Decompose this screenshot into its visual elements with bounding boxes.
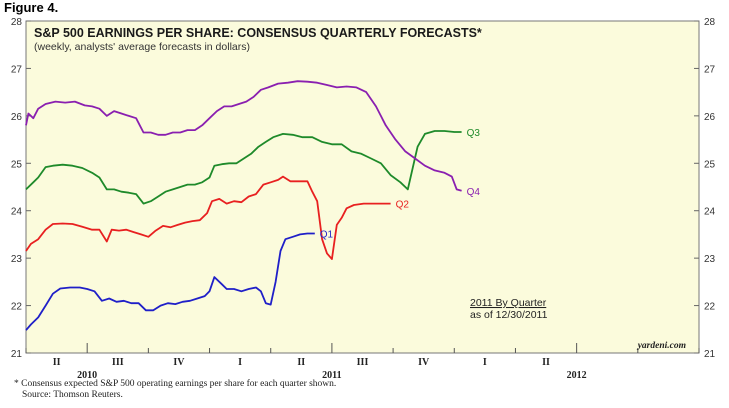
x-quarter-label: III: [112, 357, 124, 368]
annotation-line2: as of 12/30/2011: [470, 309, 548, 321]
y-tick-label-left: 25: [11, 159, 23, 170]
annotation-line1: 2011 By Quarter: [470, 297, 547, 309]
footnote: * Consensus expected S&P 500 operating e…: [14, 379, 336, 401]
y-tick-label-left: 28: [11, 17, 23, 28]
series-line-q2: [25, 175, 391, 260]
y-tick-label-left: 27: [11, 64, 23, 75]
credit-text: yardeni.com: [637, 341, 686, 351]
series-labels: Q1 Q2 Q3 Q4: [320, 128, 481, 240]
y-tick-label-right: 27: [704, 64, 716, 75]
footnote-source: Source: Thomson Reuters.: [22, 390, 123, 400]
y-axis-right: 21 22 23 24 25 26 27 28: [694, 17, 716, 360]
y-tick-label-left: 26: [11, 112, 23, 123]
y-tick-label-right: 28: [704, 17, 716, 28]
series-line-q3: [25, 130, 462, 205]
plot-area: [25, 20, 700, 354]
y-tick-label-right: 24: [704, 207, 716, 218]
y-tick-label-right: 21: [704, 349, 716, 360]
y-tick-label-left: 21: [11, 349, 23, 360]
x-quarter-label: IV: [173, 357, 185, 368]
series-line-q1: [25, 232, 315, 331]
y-tick-label-left: 24: [11, 207, 23, 218]
chart-subtitle: (weekly, analysts' average forecasts in …: [34, 41, 250, 53]
y-tick-label-right: 23: [704, 254, 716, 265]
y-axis-left: 21 22 23 24 25 26 27 28: [11, 17, 31, 360]
x-quarter-label: IV: [418, 357, 430, 368]
series-label-q1: Q1: [320, 229, 334, 240]
y-tick-label-left: 23: [11, 254, 23, 265]
series-label-q3: Q3: [467, 128, 481, 139]
series-line-q4: [25, 80, 462, 192]
x-quarter-label: I: [238, 357, 242, 368]
y-tick-label-right: 26: [704, 112, 716, 123]
figure-label: Figure 4.: [4, 0, 59, 15]
y-tick-label-right: 25: [704, 159, 716, 170]
series-label-q2: Q2: [396, 200, 410, 211]
x-year-label: 2010: [77, 370, 97, 381]
x-quarter-label: II: [53, 357, 61, 368]
series-group: [25, 80, 462, 331]
series-label-q4: Q4: [467, 187, 481, 198]
x-year-label: 2012: [567, 370, 587, 381]
x-year-label: 2011: [322, 370, 341, 381]
x-quarter-label: II: [297, 357, 305, 368]
x-quarter-label: III: [357, 357, 369, 368]
y-tick-label-left: 22: [11, 302, 23, 313]
chart-title: S&P 500 EARNINGS PER SHARE: CONSENSUS QU…: [34, 26, 482, 40]
y-tick-label-right: 22: [704, 302, 716, 313]
x-quarter-label: I: [483, 357, 487, 368]
footnote-line1: * Consensus expected S&P 500 operating e…: [14, 379, 337, 389]
x-quarter-label: II: [542, 357, 550, 368]
